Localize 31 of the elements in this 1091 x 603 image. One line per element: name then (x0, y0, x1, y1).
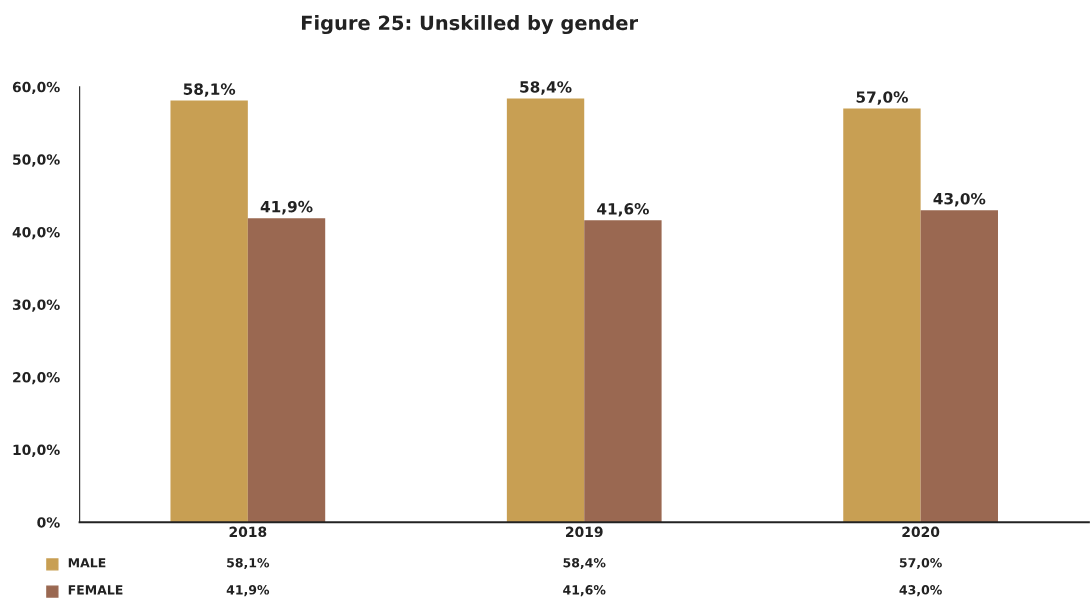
legend-label: MALE (68, 558, 106, 568)
data-label: 58,4% (563, 557, 606, 570)
data-label: 57,0% (899, 557, 942, 570)
bar (506, 98, 585, 523)
y-tick-label: 50,0% (13, 154, 60, 167)
data-label: 58,1% (227, 557, 270, 570)
text: 43,0% (933, 192, 986, 207)
bar (247, 218, 326, 523)
y-tick-label: 20,0% (13, 372, 60, 385)
y-tick-label: 30,0% (12, 299, 60, 312)
bar (920, 210, 998, 523)
chart-title: Figure 25: Unskilled by gender (301, 15, 639, 35)
text: 58,4% (520, 81, 572, 95)
y-tick-label: 40,0% (12, 226, 60, 240)
bar (584, 220, 662, 523)
x-tick-label: 2019 (566, 526, 603, 538)
legend-label: FEMALE (68, 585, 123, 595)
y-tick-label: 60,0% (12, 81, 60, 95)
bar (843, 108, 921, 523)
y-tick-label: 10,0% (13, 444, 60, 457)
x-tick-label: 2018 (229, 526, 267, 538)
data-label: 43,0% (899, 585, 942, 597)
data-label: 41,9% (226, 585, 270, 597)
text: 41,9% (260, 200, 313, 215)
x-tick-label: 2020 (902, 526, 940, 538)
data-label: 41,6% (563, 585, 606, 597)
y-tick-label: 0% (37, 517, 60, 528)
text: 41,6% (597, 203, 649, 217)
bar (170, 100, 248, 523)
text: 58,1% (183, 83, 236, 97)
text: 57,0% (856, 91, 908, 105)
